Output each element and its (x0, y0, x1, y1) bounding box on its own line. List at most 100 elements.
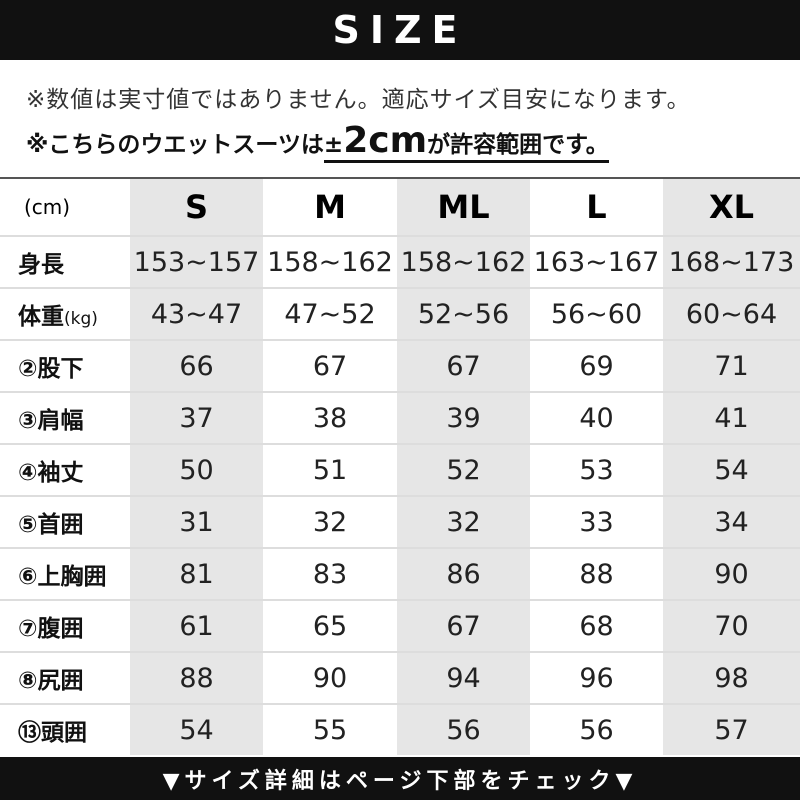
size-header-row: (cm) S M ML L XL (0, 178, 800, 237)
table-cell: 158~162 (263, 236, 397, 289)
note-tolerance-suffix: が許容範囲です。 (427, 132, 609, 158)
table-row: ⑬頭囲 54 55 56 56 57 (0, 704, 800, 755)
table-cell: 66 (130, 340, 263, 393)
table-row: ⑦腹囲 61 65 67 68 70 (0, 600, 800, 653)
table-cell: 94 (397, 652, 530, 705)
row-label-text: ③肩幅 (18, 408, 84, 434)
table-cell: 70 (663, 600, 800, 653)
table-row: ⑥上胸囲 81 83 86 88 90 (0, 548, 800, 601)
row-label: ③肩幅 (0, 392, 130, 445)
size-table: (cm) S M ML L XL 身長 153~157 158~162 158~162… (0, 177, 800, 755)
table-cell: 88 (130, 652, 263, 705)
row-label-text: ⑧尻囲 (18, 668, 84, 694)
table-cell: 33 (530, 496, 663, 549)
table-cell: 68 (530, 600, 663, 653)
footer-text: ▼サイズ詳細はページ下部をチェック▼ (162, 768, 638, 794)
table-cell: 57 (663, 704, 800, 755)
row-label-text: ④袖丈 (18, 460, 84, 486)
table-row: 身長 153~157 158~162 158~162 163~167 168~173 (0, 236, 800, 289)
note-approximate: ※数値は実寸値ではありません。適応サイズ目安になります。 (26, 87, 691, 113)
unit-label: (cm) (0, 178, 130, 237)
table-cell: 39 (397, 392, 530, 445)
table-cell: 90 (263, 652, 397, 705)
table-cell: 54 (130, 704, 263, 755)
row-label: ⑦腹囲 (0, 600, 130, 653)
table-cell: 38 (263, 392, 397, 445)
size-header-ml: ML (397, 178, 530, 237)
row-label-text: 身長 (18, 252, 64, 278)
row-label-text: ⑥上胸囲 (18, 564, 107, 590)
table-cell: 69 (530, 340, 663, 393)
row-label-text: ⑬頭囲 (18, 720, 87, 746)
table-cell: 43~47 (130, 288, 263, 341)
size-header-xl: XL (663, 178, 800, 237)
row-label-text: ②股下 (18, 356, 84, 382)
table-cell: 67 (263, 340, 397, 393)
table-cell: 41 (663, 392, 800, 445)
footer-banner: ▼サイズ詳細はページ下部をチェック▼ (0, 757, 800, 800)
table-cell: 83 (263, 548, 397, 601)
table-cell: 158~162 (397, 236, 530, 289)
note-tolerance: ※こちらのウエットスーツは±2cmが許容範囲です。 (26, 120, 609, 163)
table-cell: 61 (130, 600, 263, 653)
table-row: ⑧尻囲 88 90 94 96 98 (0, 652, 800, 705)
page-title: SIZE (332, 8, 468, 52)
table-cell: 37 (130, 392, 263, 445)
table-cell: 153~157 (130, 236, 263, 289)
row-label: ⑧尻囲 (0, 652, 130, 705)
title-banner: SIZE (0, 0, 800, 60)
table-cell: 81 (130, 548, 263, 601)
table-cell: 52~56 (397, 288, 530, 341)
table-cell: 31 (130, 496, 263, 549)
table-cell: 163~167 (530, 236, 663, 289)
table-cell: 34 (663, 496, 800, 549)
table-cell: 67 (397, 340, 530, 393)
table-cell: 55 (312, 714, 348, 746)
row-label-text: ⑤首囲 (18, 512, 84, 538)
table-cell: 86 (397, 548, 530, 601)
row-label-text: ⑦腹囲 (18, 616, 84, 642)
table-cell: 53 (530, 444, 663, 497)
table-row: ③肩幅 37 38 39 40 41 (0, 392, 800, 445)
table-cell: 168~173 (663, 236, 800, 289)
table-cell: 88 (530, 548, 663, 601)
row-label: ⑬頭囲 (0, 704, 130, 755)
table-cell: 96 (530, 652, 663, 705)
row-label: 体重(kg) (0, 288, 130, 341)
table-cell: 54 (663, 444, 800, 497)
table-cell: 60~64 (663, 288, 800, 341)
size-header-s: S (130, 178, 263, 237)
table-cell: 32 (397, 496, 530, 549)
table-row: ②股下 66 67 67 69 71 (0, 340, 800, 393)
table-cell: 90 (663, 548, 800, 601)
table-cell: 52 (397, 444, 530, 497)
table-row: ⑤首囲 31 32 32 33 34 (0, 496, 800, 549)
tolerance-value: ±2cmが許容範囲です。 (323, 120, 609, 163)
table-cell: 51 (263, 444, 397, 497)
table-cell: 32 (263, 496, 397, 549)
table-cell: 56~60 (530, 288, 663, 341)
table-cell: 50 (130, 444, 263, 497)
row-label: ④袖丈 (0, 444, 130, 497)
table-cell: 47~52 (263, 288, 397, 341)
row-label: ⑥上胸囲 (0, 548, 130, 601)
table-cell: 71 (663, 340, 800, 393)
row-label-text: 体重 (18, 304, 64, 330)
row-label: 身長 (0, 236, 130, 289)
table-row: 体重(kg) 43~47 47~52 52~56 56~60 60~64 (0, 288, 800, 341)
table-cell: 56 (397, 704, 530, 755)
plus-minus: ± (323, 132, 344, 158)
table-cell: 98 (663, 652, 800, 705)
tolerance-amount: 2cm (343, 120, 428, 161)
table-cell: 67 (397, 600, 530, 653)
size-header-l: L (530, 178, 663, 237)
row-unit: (kg) (64, 309, 98, 329)
table-cell: 40 (530, 392, 663, 445)
table-cell: 56 (579, 714, 614, 746)
row-label: ⑤首囲 (0, 496, 130, 549)
note-tolerance-prefix: ※こちらのウエットスーツは (26, 132, 324, 158)
row-label: ②股下 (0, 340, 130, 393)
table-cell: 65 (263, 600, 397, 653)
size-header-m: M (263, 178, 397, 237)
table-row: ④袖丈 50 51 52 53 54 (0, 444, 800, 497)
